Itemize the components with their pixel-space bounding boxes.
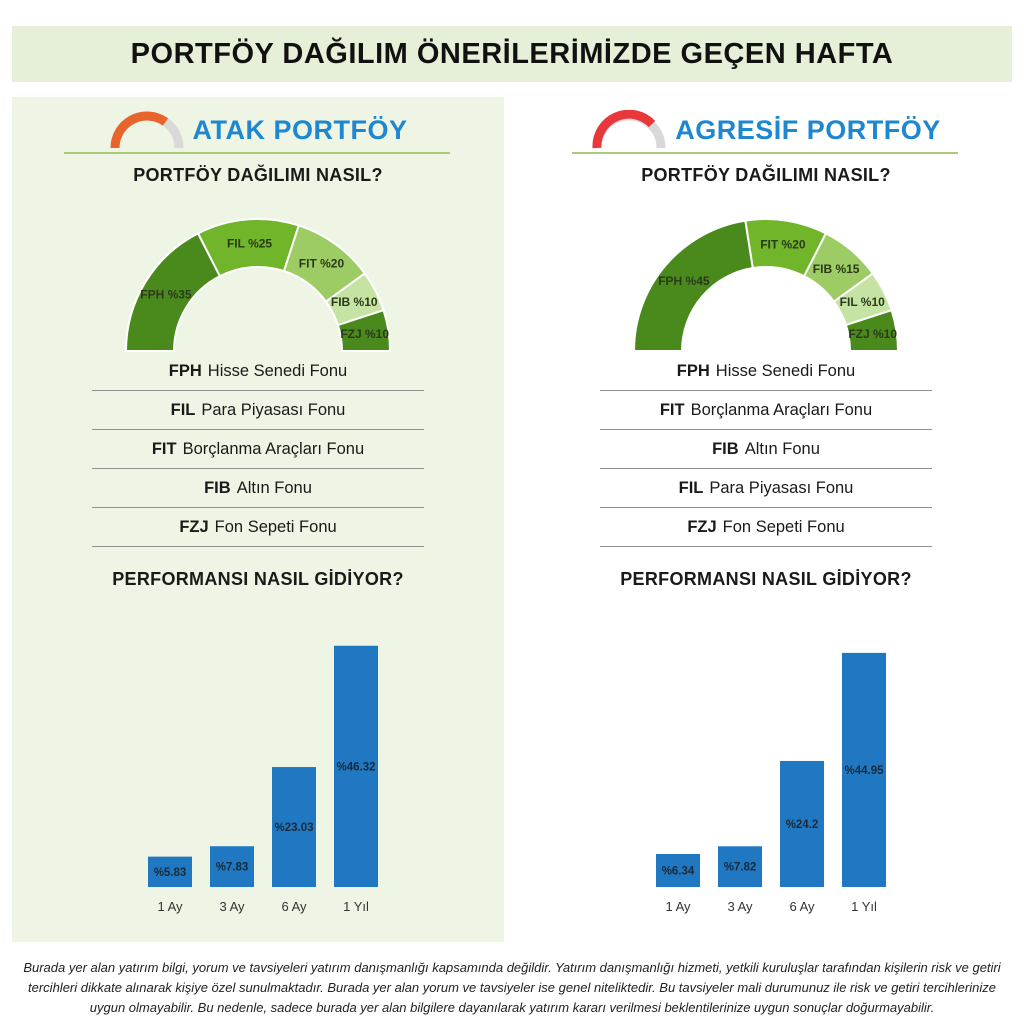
bar <box>148 856 192 887</box>
bar-value-label: %7.83 <box>216 862 249 874</box>
gauge-segment-label: FIL %25 <box>227 236 272 250</box>
panel-title: AGRESİF PORTFÖY <box>675 114 941 145</box>
fund-row: FIL Para Piyasası Fonu <box>600 469 932 508</box>
agresif-portfolio-panel: AGRESİF PORTFÖY PORTFÖY DAĞILIMI NASIL? … <box>520 97 1012 942</box>
atak-portfolio-panel: ATAK PORTFÖY PORTFÖY DAĞILIMI NASIL? FPH… <box>12 97 504 942</box>
performance-bar-chart: %6.34 1 Ay %7.82 3 Ay %24.2 6 Ay %44.95 1 Yıl <box>656 652 886 914</box>
performance-heading: PERFORMANSI NASIL GİDİYOR? <box>620 569 912 589</box>
fund-code: FIB <box>712 439 739 458</box>
disclaimer-text: Burada yer alan yatırım bilgi, yorum ve … <box>23 960 1001 1015</box>
bar <box>656 853 700 887</box>
gauge-icon <box>110 111 183 149</box>
gauge-segment <box>844 308 900 352</box>
x-tick-label: 1 Ay <box>665 899 691 914</box>
x-tick-label: 3 Ay <box>727 899 753 914</box>
gauge-segment-label: FPH %45 <box>658 274 710 288</box>
fund-code: FZJ <box>179 517 209 536</box>
fund-name: Altın Fonu <box>744 439 820 458</box>
fund-name: Fon Sepeti Fonu <box>214 517 337 536</box>
x-tick-label: 6 Ay <box>281 899 307 914</box>
bar <box>272 767 316 887</box>
gauge-segment-label: FZJ %10 <box>848 327 897 341</box>
divider <box>572 152 958 154</box>
fund-list: FPH Hisse Senedi Fonu FIT Borçlanma Araçla… <box>600 352 932 547</box>
x-tick-label: 1 Ay <box>157 899 183 914</box>
bar <box>842 652 886 887</box>
panel-header: AGRESİF PORTFÖY <box>520 109 1012 151</box>
fund-code: FIB <box>204 478 231 497</box>
fund-code: FPH <box>168 361 202 380</box>
fund-code: FIL <box>678 478 704 497</box>
panel-header: ATAK PORTFÖY <box>12 109 504 151</box>
fund-code: FPH <box>676 361 710 380</box>
bar <box>334 645 378 887</box>
title-bar: PORTFÖY DAĞILIM ÖNERİLERİMİZDE GEÇEN HAF… <box>12 26 1012 82</box>
performance-bar-chart: %5.83 1 Ay %7.83 3 Ay %23.03 6 Ay %46.32 1 Yıl <box>148 645 378 914</box>
x-tick-label: 6 Ay <box>789 899 815 914</box>
gauge-icon-arc <box>592 110 656 149</box>
fund-row: FPH Hisse Senedi Fonu <box>92 352 424 391</box>
bar-value-label: %23.03 <box>274 822 313 834</box>
fund-name: Borçlanma Araçları Fonu <box>690 400 873 419</box>
allocation-gauge: FPH %45 FIT %20 FIB %15 FIL %10 FZJ %10 <box>632 218 900 352</box>
page-title: PORTFÖY DAĞILIM ÖNERİLERİMİZDE GEÇEN HAF… <box>130 37 894 70</box>
fund-row: FIB Altın Fonu <box>600 430 932 469</box>
fund-name: Fon Sepeti Fonu <box>722 517 845 536</box>
bar-value-label: %7.82 <box>724 862 757 874</box>
gauge-segment-label: FIL %10 <box>840 295 885 309</box>
bar <box>210 846 254 887</box>
bar-value-label: %46.32 <box>336 761 375 773</box>
fund-code: FIT <box>151 439 177 458</box>
gauge-icon-arc <box>110 111 168 149</box>
fund-name: Para Piyasası Fonu <box>709 478 854 497</box>
fund-row: FIT Borçlanma Araçları Fonu <box>92 430 424 469</box>
x-tick-label: 3 Ay <box>219 899 245 914</box>
x-tick-label: 1 Yıl <box>343 899 369 914</box>
gauge-segment-label: FZJ %10 <box>340 327 389 341</box>
bar-value-label: %6.34 <box>662 865 695 877</box>
gauge-segment-label: FPH %35 <box>140 288 192 302</box>
fund-row: FPH Hisse Senedi Fonu <box>600 352 932 391</box>
bar <box>780 760 824 887</box>
fund-name: Altın Fonu <box>236 478 312 497</box>
distribution-heading: PORTFÖY DAĞILIMI NASIL? <box>133 165 383 185</box>
distribution-heading: PORTFÖY DAĞILIMI NASIL? <box>641 165 891 185</box>
panel-title: ATAK PORTFÖY <box>192 114 408 145</box>
gauge-segment-label: FIB %10 <box>331 295 378 309</box>
divider <box>64 152 450 154</box>
fund-code: FZJ <box>687 517 717 536</box>
fund-name: Hisse Senedi Fonu <box>715 361 856 380</box>
gauge-segment-label: FIT %20 <box>760 237 806 251</box>
fund-name: Para Piyasası Fonu <box>201 400 346 419</box>
gauge-segment-label: FIB %15 <box>813 262 860 276</box>
bar <box>718 846 762 887</box>
fund-list: FPH Hisse Senedi Fonu FIL Para Piyasası Fo… <box>92 352 424 547</box>
bar-value-label: %44.95 <box>844 765 884 777</box>
fund-row: FIT Borçlanma Araçları Fonu <box>600 391 932 430</box>
fund-row: FZJ Fon Sepeti Fonu <box>92 508 424 547</box>
fund-name: Hisse Senedi Fonu <box>207 361 348 380</box>
fund-code: FIL <box>170 400 196 419</box>
x-tick-label: 1 Yıl <box>851 899 877 914</box>
fund-row: FIL Para Piyasası Fonu <box>92 391 424 430</box>
gauge-icon <box>592 110 666 149</box>
allocation-gauge: FPH %35 FIL %25 FIT %20 FIB %10 FZJ %10 <box>124 218 392 352</box>
fund-name: Borçlanma Araçları Fonu <box>182 439 365 458</box>
bar-value-label: %24.2 <box>786 819 819 831</box>
gauge-segment <box>336 308 392 352</box>
fund-row: FIB Altın Fonu <box>92 469 424 508</box>
gauge-segment-label: FIT %20 <box>299 257 345 271</box>
fund-row: FZJ Fon Sepeti Fonu <box>600 508 932 547</box>
fund-code: FIT <box>659 400 685 419</box>
performance-heading: PERFORMANSI NASIL GİDİYOR? <box>112 569 404 589</box>
bar-value-label: %5.83 <box>154 867 187 879</box>
